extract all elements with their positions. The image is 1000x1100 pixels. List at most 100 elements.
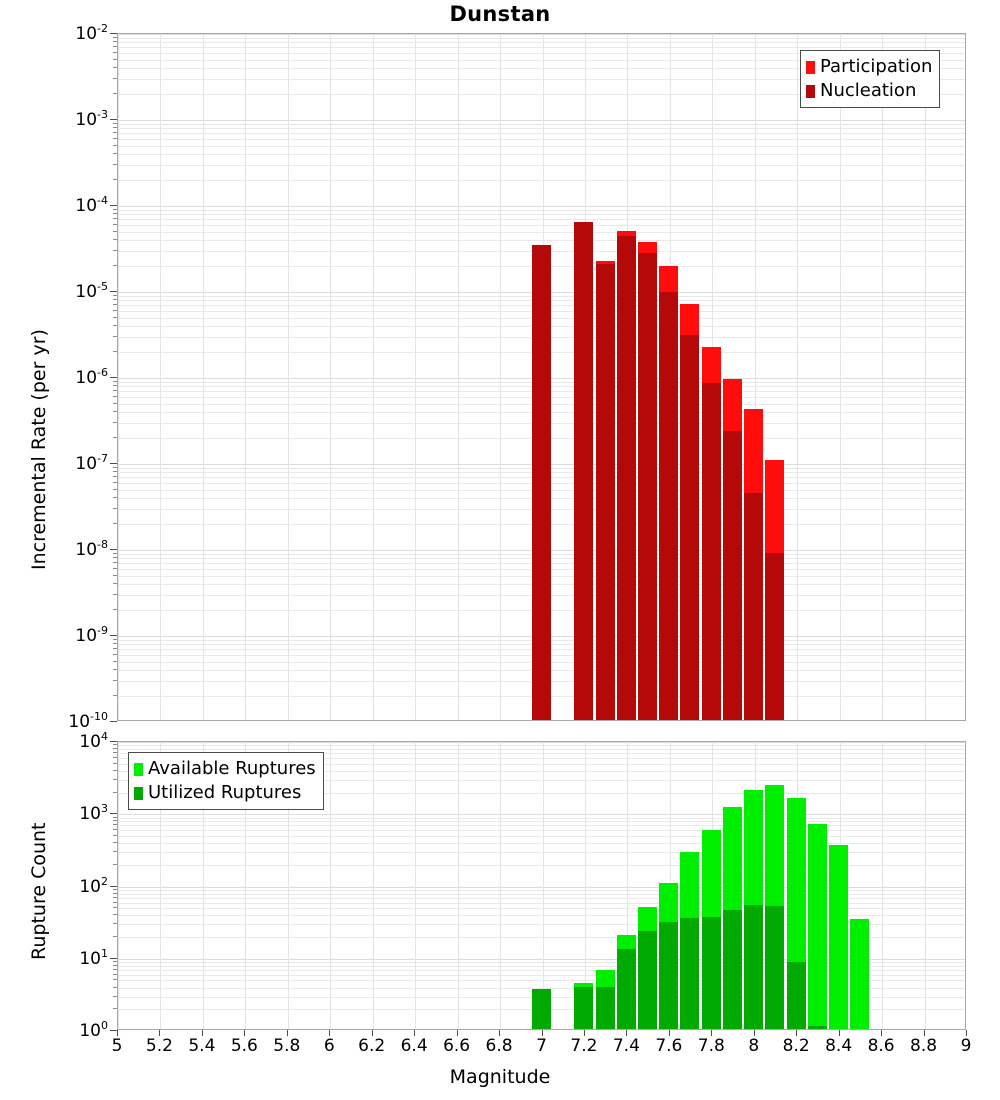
bar [574,983,593,1029]
y-axis-tick-mark [113,695,117,696]
incremental-rate-plot [117,33,966,721]
x-axis-tick-mark [372,1030,373,1036]
x-axis-tick-label: 5.8 [273,1036,300,1056]
bar-segment-available-ruptures [850,919,869,1029]
y-axis-tick-mark [110,33,117,34]
y-axis-tick-label: 10-8 [8,538,108,560]
y-axis-tick-mark [113,779,117,780]
y-axis-tick-mark [113,52,117,53]
legend-label: Nucleation [820,82,916,100]
x-axis-tick-mark [796,1030,797,1036]
y-axis-tick-mark [113,336,117,337]
bar [638,907,657,1029]
bar-segment-nucleation [532,245,551,720]
x-axis-tick-label: 6.6 [443,1036,470,1056]
x-axis-tick-mark [457,1030,458,1036]
x-axis-tick-label: 8.4 [825,1036,852,1056]
y-axis-tick-mark [113,41,117,42]
y-axis-tick-mark [113,669,117,670]
x-axis-tick-label: 7.4 [613,1036,640,1056]
y-axis-tick-mark [113,224,117,225]
x-axis-tick-mark [542,1030,543,1036]
y-axis-tick-mark [113,752,117,753]
x-axis-tick-mark [117,1030,118,1036]
y-axis-tick-mark [113,893,117,894]
x-axis-tick-label: 8.2 [783,1036,810,1056]
bar [723,379,742,720]
x-axis-tick-label: 6 [324,1036,335,1056]
y-axis-tick-mark [110,205,117,206]
bar [829,845,848,1029]
bar [680,852,699,1029]
y-axis-tick-mark [113,411,117,412]
y-axis-tick-mark [113,304,117,305]
legend-label: Available Ruptures [148,760,316,778]
y-axis-tick-mark [113,907,117,908]
x-axis-tick-mark [839,1030,840,1036]
bar-segment-utilized-ruptures [787,962,806,1029]
x-axis-tick-mark [754,1030,755,1036]
bar-segment-nucleation [574,222,593,720]
legend-label: Participation [820,58,932,76]
y-axis-tick-mark [113,744,117,745]
x-axis-tick-label: 7.6 [655,1036,682,1056]
y-axis-tick-mark [113,179,117,180]
y-axis-tick-label: 103 [8,802,108,824]
y-axis-tick-mark [113,476,117,477]
bar-segment-nucleation [596,264,615,720]
y-axis-tick-label: 10-2 [8,22,108,44]
bar [617,231,636,720]
y-axis-tick-label: 10-6 [8,366,108,388]
bar-segment-nucleation [680,335,699,720]
y-axis-tick-mark [113,835,117,836]
bar-segment-nucleation [723,431,742,720]
bar-segment-nucleation [659,292,678,720]
legend-label: Utilized Ruptures [148,784,301,802]
y-axis-tick-mark [113,295,117,296]
y-axis-tick-mark [113,482,117,483]
y-axis-tick-label: 100 [8,1019,108,1041]
y-axis-tick-mark [113,914,117,915]
y-axis-tick-mark [113,568,117,569]
y-axis-tick-mark [110,958,117,959]
bar [765,460,784,720]
y-axis-tick-mark [113,748,117,749]
y-axis-tick-mark [113,987,117,988]
y-axis-tick-mark [113,594,117,595]
x-axis-tick-mark [202,1030,203,1036]
y-axis-tick-mark [113,523,117,524]
y-axis-tick-mark [113,325,117,326]
bar-segment-utilized-ruptures [680,918,699,1029]
bar [532,989,551,1029]
y-axis-tick-mark [113,231,117,232]
chart-page: Dunstan 10-210-310-410-510-610-710-810-9… [0,0,1000,1100]
x-axis-tick-mark [287,1030,288,1036]
y-axis-tick-mark [113,996,117,997]
legend-entry: Nucleation [806,79,932,103]
y-axis-tick-mark [113,639,117,640]
y-axis-tick-mark [113,390,117,391]
x-axis-tick-mark [329,1030,330,1036]
legend-entry: Participation [806,55,932,79]
y-axis-tick-mark [113,437,117,438]
y-axis-tick-mark [113,239,117,240]
y-axis-tick-mark [113,902,117,903]
top-plot-legend: Participation Nucleation [800,50,940,108]
y-axis-tick-mark [113,648,117,649]
y-axis-tick-mark [113,961,117,962]
y-axis-tick-mark [113,562,117,563]
legend-entry: Utilized Ruptures [134,781,316,805]
y-axis-tick-mark [113,557,117,558]
y-axis-tick-mark [113,403,117,404]
y-axis-tick-mark [113,310,117,311]
y-axis-tick-mark [110,463,117,464]
y-axis-tick-mark [110,291,117,292]
x-axis-tick-label: 8 [748,1036,759,1056]
y-axis-tick-mark [113,661,117,662]
y-axis-tick-mark [110,549,117,550]
x-axis-tick-mark [626,1030,627,1036]
y-axis-tick-mark [113,1008,117,1009]
y-axis-tick-mark [113,93,117,94]
y-axis-tick-mark [113,553,117,554]
y-axis-tick-mark [113,127,117,128]
